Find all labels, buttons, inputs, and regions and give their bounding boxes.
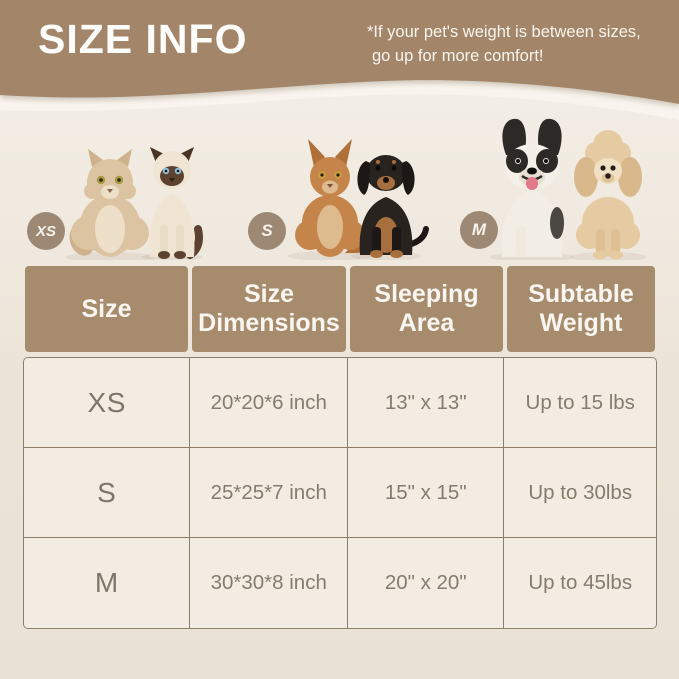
column-header-suitable-weight: Subtable Weight xyxy=(507,266,655,352)
size-table: Size Size Dimensions Sleeping Area Subta… xyxy=(23,266,657,629)
cell-m-size: M xyxy=(24,538,191,628)
size-badge-xs: XS xyxy=(27,212,65,250)
cell-xs-dimensions: 20*20*6 inch xyxy=(190,358,348,448)
pets-illustration xyxy=(65,118,646,260)
cell-m-dimensions: 30*30*8 inch xyxy=(190,538,348,628)
wave-brown-band xyxy=(0,0,679,104)
column-header-size-dimensions: Size Dimensions xyxy=(192,266,346,352)
cell-m-sleeping-area: 20" x 20" xyxy=(347,538,505,628)
size-table-header-row: Size Size Dimensions Sleeping Area Subta… xyxy=(23,266,657,352)
cell-s-size: S xyxy=(24,448,191,538)
dachshund-dog-illustration xyxy=(357,155,429,258)
cell-s-dimensions: 25*25*7 inch xyxy=(190,448,348,538)
size-table-body: XS 20*20*6 inch 13" x 13" Up to 15 lbs S… xyxy=(23,357,657,629)
column-header-size: Size xyxy=(25,266,188,352)
size-badge-m: M xyxy=(460,211,498,249)
poodle-dog-illustration xyxy=(574,130,642,260)
cell-xs-size: XS xyxy=(24,358,191,448)
maine-coon-cat-illustration xyxy=(295,139,392,257)
cell-xs-weight: Up to 15 lbs xyxy=(504,358,656,448)
column-header-sleeping-area: Sleeping Area xyxy=(350,266,503,352)
page-title: SIZE INFO xyxy=(38,16,248,62)
french-bulldog-illustration xyxy=(501,118,564,257)
header-wave xyxy=(0,0,679,120)
header-note-line1: *If your pet's weight is between sizes, xyxy=(367,23,641,41)
header-note-line2: go up for more comfort! xyxy=(372,46,544,65)
cell-m-weight: Up to 45lbs xyxy=(504,538,656,628)
size-badge-s: S xyxy=(248,212,286,250)
persian-cat-illustration xyxy=(69,149,149,257)
siamese-cat-illustration xyxy=(149,147,203,259)
cell-xs-sleeping-area: 13" x 13" xyxy=(347,358,505,448)
cell-s-weight: Up to 30lbs xyxy=(504,448,656,538)
header-note: *If your pet's weight is between sizes, … xyxy=(367,21,641,68)
cell-s-sleeping-area: 15" x 15" xyxy=(347,448,505,538)
